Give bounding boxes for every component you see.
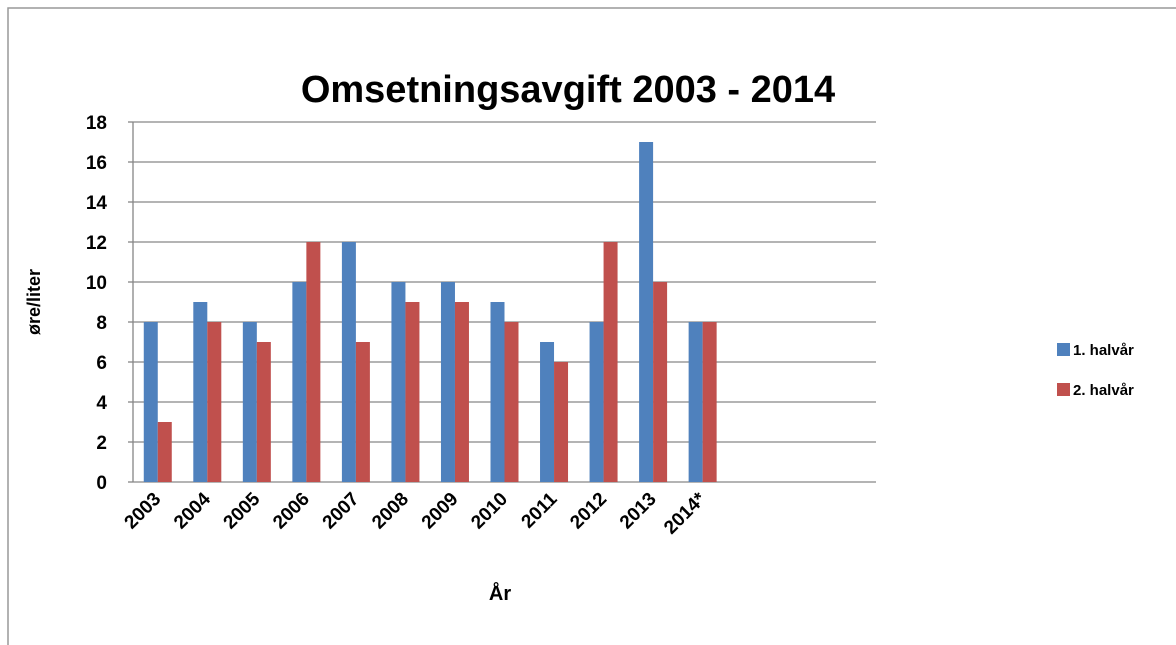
bar	[440, 282, 455, 482]
y-tick-label: 2	[96, 433, 107, 454]
chart-title: Omsetningsavgift 2003 - 2014	[301, 69, 835, 111]
bar	[143, 322, 158, 482]
bar	[355, 342, 370, 482]
bar	[157, 422, 172, 482]
y-axis-label: øre/liter	[24, 269, 44, 335]
y-tick-label: 18	[86, 113, 107, 134]
y-tick-label: 4	[96, 393, 107, 414]
x-tick-label: 2006	[269, 489, 314, 534]
legend-swatch	[1057, 383, 1070, 396]
bar	[454, 302, 469, 482]
bar	[603, 242, 618, 482]
y-tick-label: 14	[86, 193, 108, 214]
bar	[639, 142, 654, 482]
y-tick-label: 12	[86, 233, 107, 254]
bar	[306, 242, 321, 482]
x-tick-label: 2012	[566, 489, 611, 534]
y-tick-label: 10	[86, 273, 107, 294]
bar	[688, 322, 703, 482]
bar	[405, 302, 420, 482]
bar	[242, 322, 257, 482]
bar	[653, 282, 668, 482]
x-tick-label: 2009	[418, 489, 463, 534]
bar	[504, 322, 519, 482]
legend-label: 2. halvår	[1073, 382, 1134, 399]
legend-swatch	[1057, 343, 1070, 356]
x-tick-label: 2010	[467, 489, 512, 534]
x-tick-label: 2007	[319, 489, 364, 534]
chart-frame	[7, 7, 1176, 645]
x-tick-label: 2011	[518, 488, 562, 532]
y-tick-label: 0	[96, 473, 107, 494]
y-tick-label: 8	[96, 313, 107, 334]
bar	[589, 322, 604, 482]
x-tick-label: 2005	[220, 488, 265, 533]
x-tick-label: 2003	[121, 489, 166, 534]
x-tick-label: 2013	[616, 489, 661, 534]
bar	[702, 322, 717, 482]
bar	[207, 322, 222, 482]
x-tick-label: 2014*	[660, 488, 710, 538]
bar	[554, 362, 569, 482]
legend-label: 1. halvår	[1073, 342, 1134, 359]
bar	[490, 302, 505, 482]
x-axis-label: År	[489, 581, 511, 605]
bar	[256, 342, 271, 482]
bar	[391, 282, 406, 482]
x-tick-label: 2004	[170, 488, 215, 533]
bar	[540, 342, 555, 482]
y-tick-label: 6	[96, 353, 107, 374]
x-tick-label: 2008	[368, 489, 413, 534]
bar	[341, 242, 356, 482]
bar	[193, 302, 208, 482]
bar	[292, 282, 307, 482]
y-tick-label: 16	[86, 153, 107, 174]
